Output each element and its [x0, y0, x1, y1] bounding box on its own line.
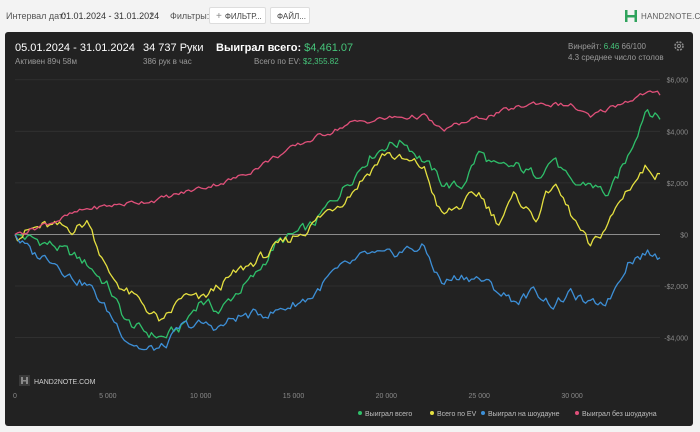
legend-marker — [481, 411, 485, 415]
series-line — [14, 90, 661, 235]
total-ev-label: Всего по EV: — [254, 57, 301, 66]
filter-button-label: ФИЛЬТР... — [224, 12, 262, 21]
date-range-select[interactable]: 01.01.2024 - 31.01.2024 — [61, 11, 160, 21]
graph-chart: $6,000 $4,000 $2,000 $0 -$2,000 -$4,000 0 5 00… — [13, 78, 689, 418]
x-tick-label: 15 000 — [283, 393, 305, 400]
active-time: Активен 89ч 58м — [15, 57, 77, 66]
winrate-label: Винрейт: — [568, 42, 602, 51]
x-tick-label: 20 000 — [376, 393, 398, 400]
legend-label[interactable]: Выиграл без шоудауна — [582, 410, 657, 418]
brand-logo-text: HAND2NOTE.COM — [641, 12, 700, 21]
watermark-text: HAND2NOTE.COM — [34, 379, 96, 386]
x-tick-label: 25 000 — [468, 393, 490, 400]
hands-rate: 386 рук в час — [143, 57, 192, 66]
legend-marker — [430, 411, 434, 415]
total-won-label: Выиграл всего: — [216, 42, 302, 54]
graph-panel: 05.01.2024 - 31.01.2024 Активен 89ч 58м … — [5, 32, 693, 426]
filters-label: Фильтры: — [170, 11, 210, 21]
legend-label[interactable]: Выиграл всего — [365, 411, 412, 418]
plus-icon: + — [216, 11, 222, 22]
total-ev-value: $2,355.82 — [303, 57, 339, 66]
brand-logo: HAND2NOTE.COM — [624, 9, 700, 23]
chart-watermark: HAND2NOTE.COM — [19, 375, 96, 386]
y-tick-label: $2,000 — [667, 181, 689, 188]
total-won-value: $4,461.07 — [304, 42, 354, 54]
file-button[interactable]: ФАЙЛ... — [270, 7, 310, 24]
gear-icon[interactable] — [673, 40, 685, 52]
winrate-value: 6.46 — [603, 42, 620, 51]
x-tick-label: 5 000 — [99, 393, 117, 400]
chevron-down-icon[interactable]: ▾ — [150, 10, 155, 19]
winrate-suffix: 66/100 — [621, 42, 646, 51]
session-range: 05.01.2024 - 31.01.2024 — [15, 42, 135, 54]
y-tick-label: $6,000 — [667, 78, 689, 85]
y-tick-label: $0 — [680, 232, 688, 239]
filter-button[interactable]: + ФИЛЬТР... — [209, 7, 266, 24]
total-ev: Всего по EV: $2,355.82 — [254, 57, 339, 66]
interval-label: Интервал дат: — [6, 11, 66, 21]
total-won: Выиграл всего: $4,461.07 — [216, 42, 353, 54]
legend-marker — [575, 411, 579, 415]
legend-label[interactable]: Выиграл на шоудауне — [488, 411, 560, 418]
x-tick-label: 0 — [13, 393, 17, 400]
x-tick-label: 30 000 — [561, 393, 583, 400]
y-tick-label: -$2,000 — [664, 284, 688, 291]
legend-label[interactable]: Всего по EV — [437, 411, 477, 418]
series-line — [14, 152, 661, 322]
x-tick-label: 10 000 — [190, 393, 212, 400]
avg-tables: 4.3 среднее число столов — [568, 53, 664, 62]
brand-logo-icon — [625, 10, 637, 22]
hands-count: 34 737 Руки — [143, 42, 204, 54]
watermark-icon-bar — [21, 380, 28, 382]
y-tick-label: $4,000 — [667, 129, 689, 136]
y-tick-label: -$4,000 — [664, 336, 688, 343]
legend-marker — [358, 411, 362, 415]
series-line — [14, 234, 661, 351]
toolbar: Интервал дат: 01.01.2024 - 31.01.2024 ▾ … — [0, 0, 700, 32]
series-line — [14, 109, 661, 339]
winrate: Винрейт: 6.46 66/100 — [568, 42, 646, 51]
file-button-label: ФАЙЛ... — [277, 12, 306, 21]
